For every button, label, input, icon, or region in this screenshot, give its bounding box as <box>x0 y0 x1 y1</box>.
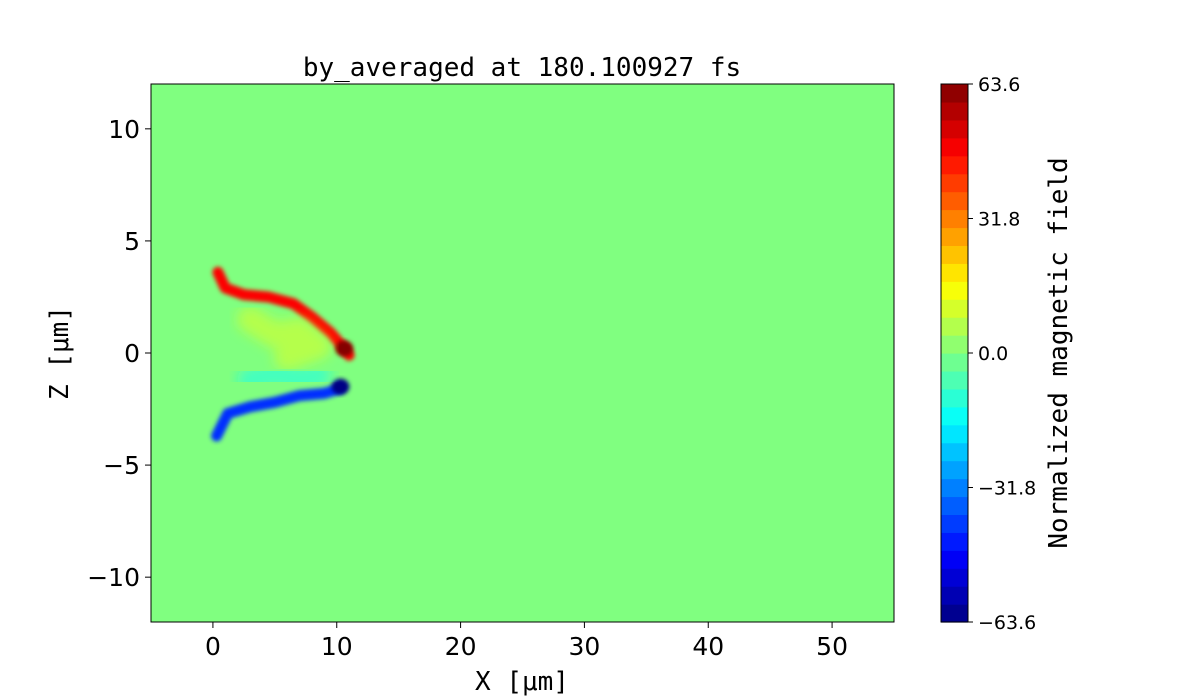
y-tick-label: 5 <box>124 227 140 256</box>
colorbar-band <box>941 263 968 282</box>
colorbar-band <box>941 137 968 157</box>
colorbar-band <box>941 460 968 480</box>
y-tick-label: 10 <box>108 115 140 144</box>
colorbar-tick-label: 63.6 <box>978 74 1020 96</box>
chart-title: by_averaged at 180.100927 fs <box>303 53 741 83</box>
x-tick-label: 50 <box>816 632 848 661</box>
negative-lower-arc <box>211 383 345 442</box>
colorbar-band <box>941 370 968 390</box>
colorbar-band <box>941 496 968 515</box>
x-tick-label: 30 <box>569 632 601 661</box>
colorbar-band <box>941 586 968 605</box>
colorbar-tick-label: −63.6 <box>978 612 1036 634</box>
colorbar-band <box>941 424 968 444</box>
colorbar-band <box>941 406 968 426</box>
colorbar-band <box>941 191 968 211</box>
colorbar-label: Normalized magnetic field <box>1044 157 1074 548</box>
x-tick-label: 10 <box>321 632 353 661</box>
colorbar-band <box>941 514 968 533</box>
colorbar-band <box>941 353 968 372</box>
colorbar-band <box>941 299 968 318</box>
colorbar-band <box>941 209 968 229</box>
colorbar-band <box>941 155 968 175</box>
colorbar-band <box>941 388 968 408</box>
colorbar-band <box>941 478 968 498</box>
x-tick-label: 0 <box>205 632 221 661</box>
y-tick-label: 0 <box>124 339 140 368</box>
plot-area <box>150 83 895 623</box>
colorbar-band <box>941 442 968 462</box>
positive-peak <box>335 340 354 357</box>
colorbar-band <box>941 245 968 264</box>
colorbar-tick-label: 31.8 <box>978 209 1020 231</box>
colorbar-band <box>941 532 968 551</box>
x-axis: 0 10 20 30 40 50 <box>205 622 848 661</box>
colorbar-ticks: 63.6 31.8 0.0 −31.8 −63.6 <box>968 74 1036 634</box>
weak-negative-interior <box>237 360 332 393</box>
colorbar-band <box>941 604 968 623</box>
x-tick-label: 20 <box>445 632 477 661</box>
field-background <box>151 84 894 622</box>
colorbar-tick-label: 0.0 <box>978 343 1008 365</box>
y-tick-label: −10 <box>87 563 140 592</box>
colorbar-band <box>941 119 968 139</box>
colorbar-band <box>941 335 968 354</box>
colorbar-band <box>941 317 968 336</box>
colorbar-tick-label: −31.8 <box>978 478 1036 500</box>
colorbar: 63.6 31.8 0.0 −31.8 −63.6 Normalized magneti… <box>940 74 1074 634</box>
colorbar-band <box>941 281 968 300</box>
x-tick-label: 40 <box>692 632 724 661</box>
colorbar-bands <box>941 84 968 623</box>
x-axis-label: X [μm] <box>475 667 569 697</box>
y-axis: 10 5 0 −5 −10 <box>87 115 151 592</box>
field-features <box>211 266 355 442</box>
colorbar-band <box>941 84 968 103</box>
colorbar-band <box>941 101 968 121</box>
colorbar-band <box>941 550 968 569</box>
colorbar-band <box>941 173 968 193</box>
colorbar-band <box>941 568 968 587</box>
negative-peak <box>331 378 350 395</box>
colorbar-band <box>941 227 968 246</box>
y-axis-label: Z [μm] <box>45 306 75 400</box>
y-tick-label: −5 <box>103 451 140 480</box>
weak-positive-interior <box>237 306 332 371</box>
